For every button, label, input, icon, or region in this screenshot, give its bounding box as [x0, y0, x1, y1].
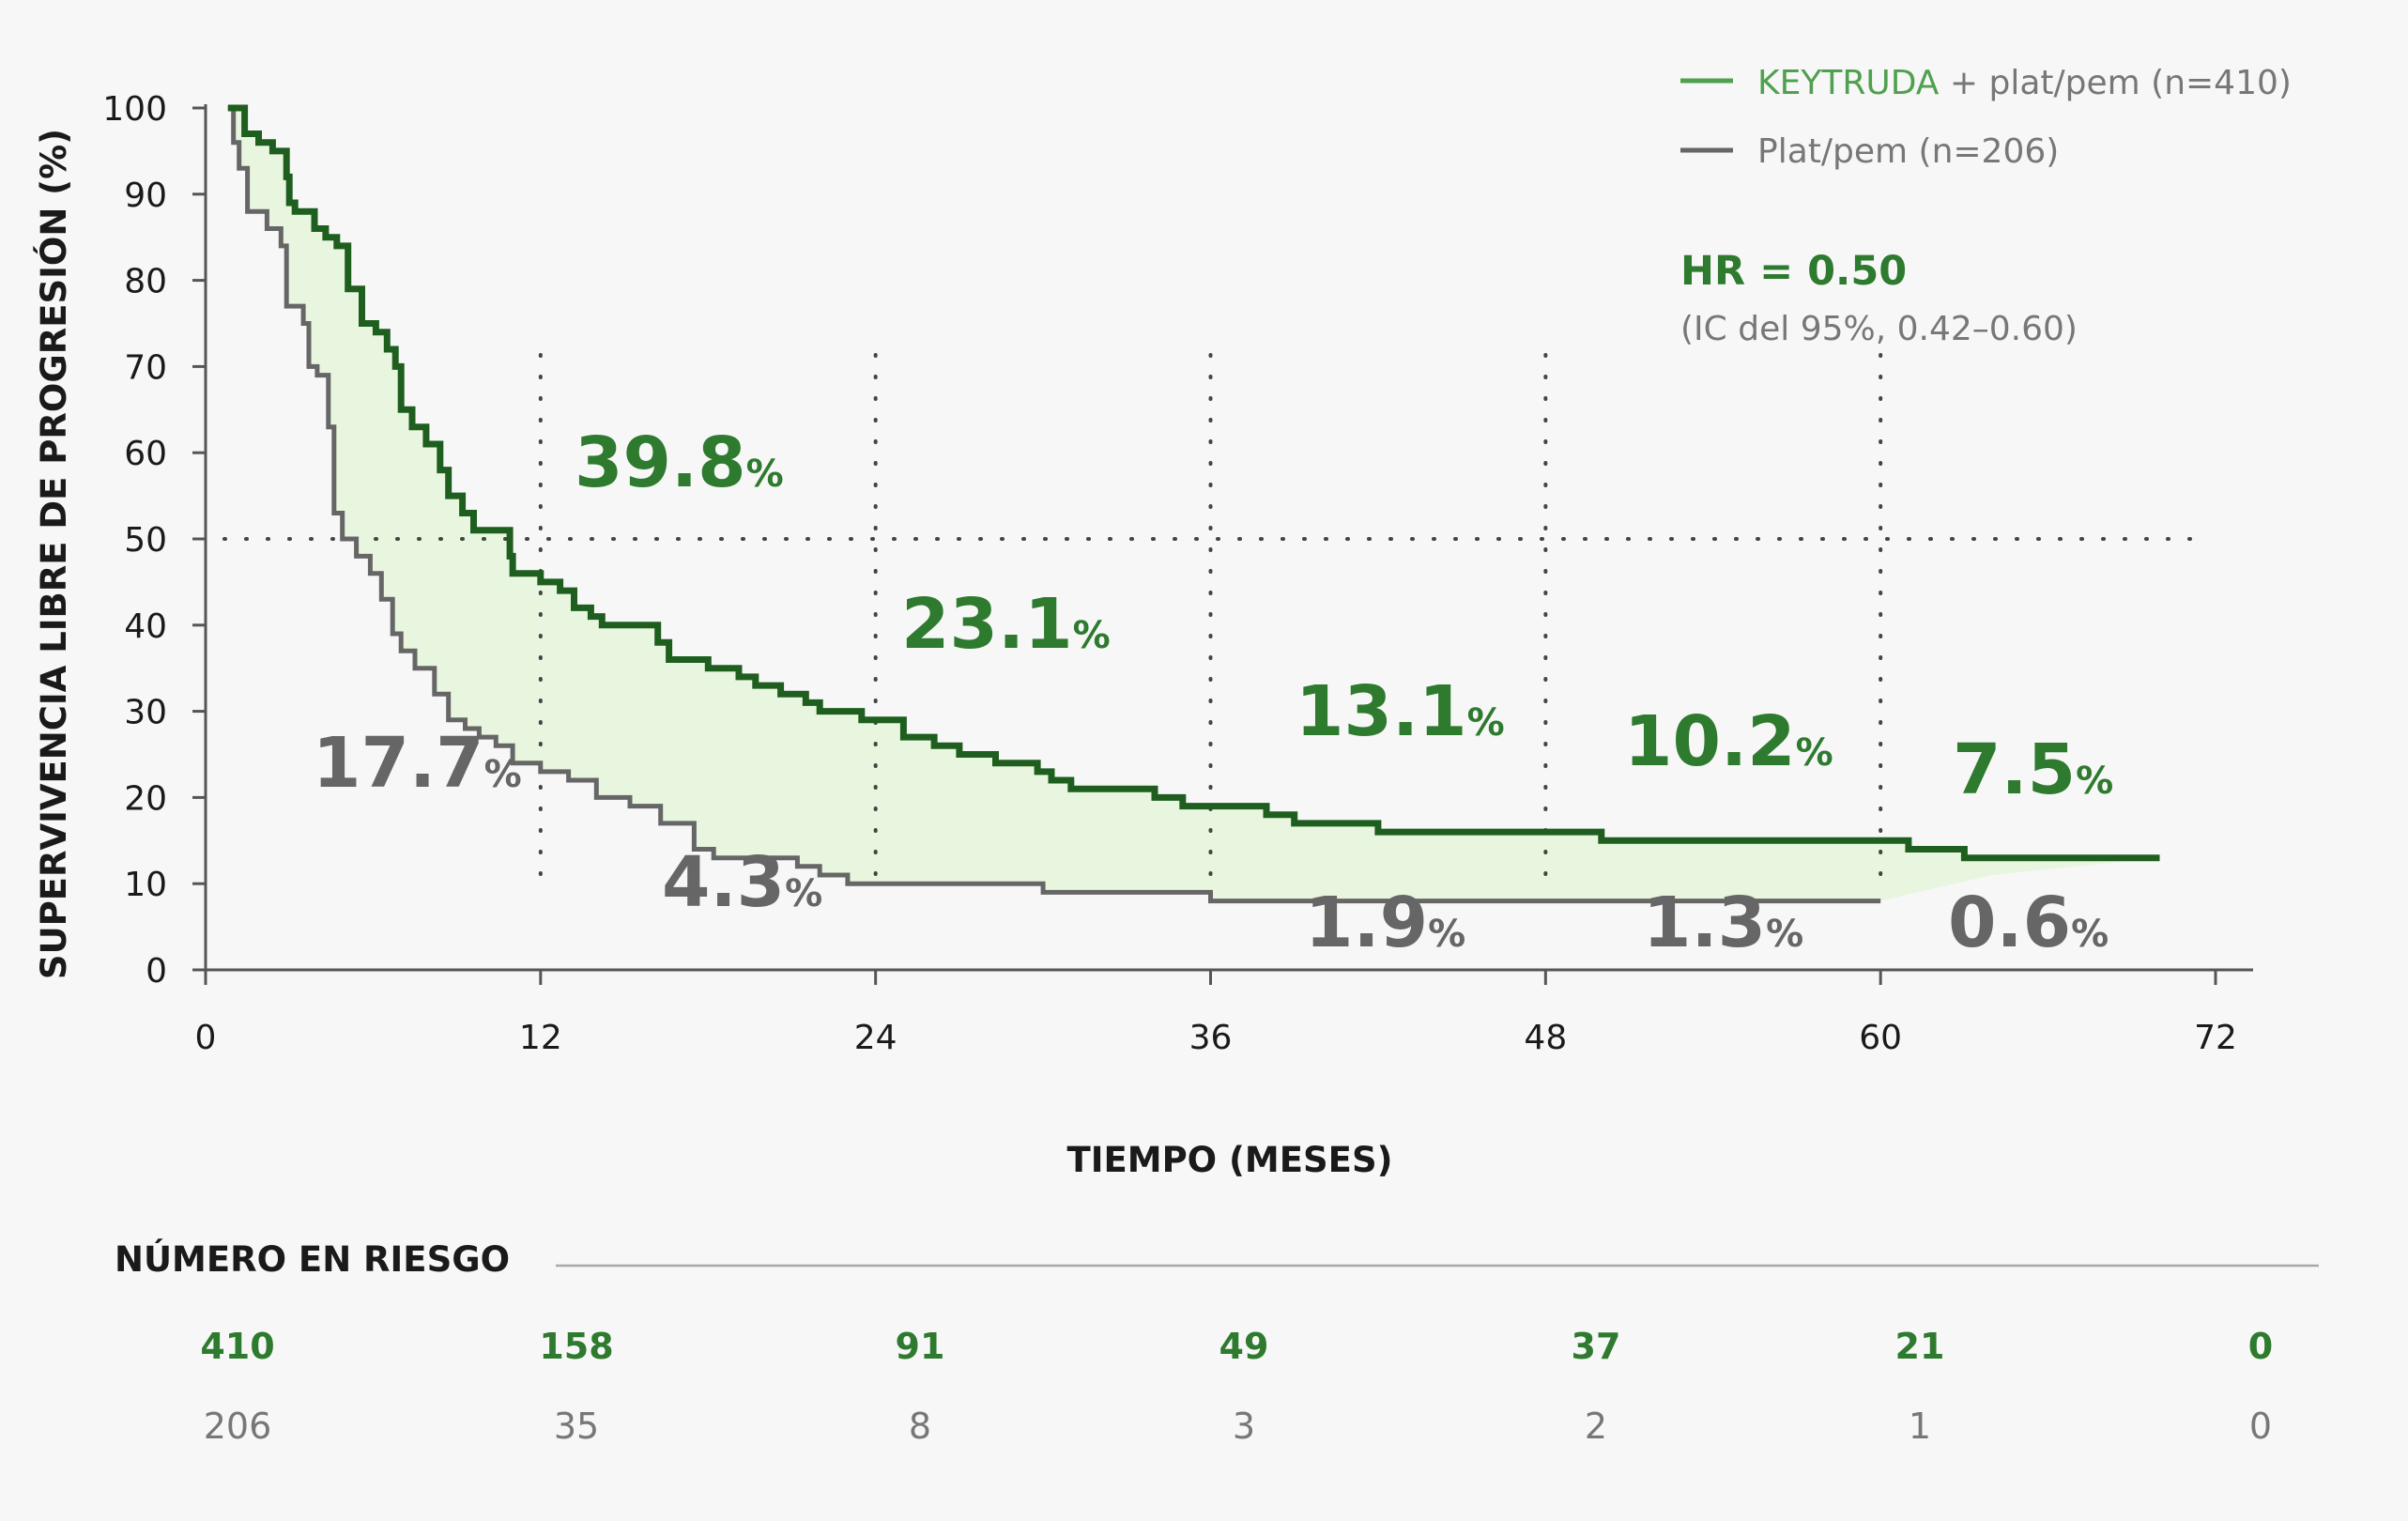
control-milestone-24-percent: %: [785, 872, 822, 915]
y-axis-title: SUPERVIVENCIA LIBRE DE PROGRESIÓN (%): [33, 129, 74, 979]
legend: KEYTRUDA + plat/pem (n=410) Plat/pem (n=…: [1680, 64, 2292, 171]
keytruda-milestone-48: 10.2%: [1624, 701, 1833, 782]
keytruda-milestone-36-percent: %: [1467, 701, 1505, 745]
keytruda-milestone-60-value: 7.5: [1953, 730, 2076, 810]
keytruda-milestone-48-percent: %: [1796, 731, 1833, 775]
benefit-shaded-area: [227, 108, 2160, 901]
risk-row-keytruda: 410 158 91 49 37 21 0: [200, 1326, 2273, 1367]
risk-keytruda-2: 91: [896, 1326, 945, 1367]
keytruda-survival-curve: [227, 104, 2160, 862]
axes: 0 10 20 30 40 50 60 70 80 90 100 0 12 24 36 48 60 72: [102, 90, 2253, 1057]
risk-keytruda-6: 0: [2248, 1326, 2273, 1367]
x-tick-label-0: 0: [195, 1019, 217, 1057]
y-tick-label-50: 50: [124, 521, 167, 560]
y-tick-label-40: 40: [124, 607, 167, 646]
y-tick-label-90: 90: [124, 177, 167, 215]
x-tick-label-60: 60: [1859, 1019, 1902, 1057]
control-milestone-24: 4.3%: [662, 842, 822, 923]
risk-keytruda-5: 21: [1895, 1326, 1945, 1367]
reference-lines: [222, 353, 2213, 884]
x-tick-label-48: 48: [1524, 1019, 1567, 1057]
keytruda-milestone-36: 13.1%: [1296, 671, 1505, 752]
keytruda-milestone-60-percent: %: [2076, 760, 2113, 803]
control-milestone-36-value: 1.9: [1305, 883, 1428, 963]
confidence-interval: (IC del 95%, 0.42–0.60): [1680, 310, 2078, 348]
control-milestone-48-value: 1.3: [1643, 883, 1766, 963]
legend-keytruda-name: KEYTRUDA: [1757, 64, 1940, 102]
risk-keytruda-0: 410: [200, 1326, 274, 1367]
control-milestone-36: 1.9%: [1305, 883, 1465, 963]
risk-table-title: NÚMERO EN RIESGO: [115, 1238, 510, 1280]
y-tick-label-60: 60: [124, 435, 167, 473]
keytruda-milestone-12-value: 39.8: [575, 422, 746, 503]
control-milestone-12-percent: %: [484, 753, 522, 796]
risk-control-5: 1: [1909, 1406, 1931, 1447]
y-tick-label-70: 70: [124, 348, 167, 387]
control-milestone-60-value: 0.6: [1948, 883, 2071, 963]
keytruda-milestone-12: 39.8%: [575, 422, 784, 503]
control-milestone-12-value: 17.7: [313, 723, 484, 804]
y-tick-label-10: 10: [124, 866, 167, 904]
x-tick-label-36: 36: [1189, 1019, 1233, 1057]
y-tick-label-100: 100: [102, 90, 167, 129]
risk-keytruda-3: 49: [1219, 1326, 1269, 1367]
control-milestone-60-percent: %: [2071, 913, 2109, 956]
y-tick-label-0: 0: [146, 952, 167, 991]
x-tick-label-72: 72: [2194, 1019, 2237, 1057]
y-tick-label-30: 30: [124, 694, 167, 732]
x-tick-label-12: 12: [519, 1019, 562, 1057]
control-milestone-48-percent: %: [1766, 913, 1803, 956]
risk-row-control: 206 35 8 3 2 1 0: [204, 1406, 2272, 1447]
x-tick-label-24: 24: [854, 1019, 897, 1057]
risk-keytruda-4: 37: [1572, 1326, 1621, 1367]
risk-keytruda-1: 158: [539, 1326, 613, 1367]
milestone-labels: 39.8%23.1%13.1% 10.2% 7.5%17.7%4.3% 1.9% 1.3…: [313, 422, 2113, 963]
hazard-ratio: HR = 0.50: [1680, 248, 1907, 295]
legend-control-label: Plat/pem (n=206): [1757, 132, 2059, 171]
legend-keytruda-label: KEYTRUDA + plat/pem (n=410): [1757, 64, 2292, 102]
control-milestone-12: 17.7%: [313, 723, 522, 804]
legend-keytruda-detail: + plat/pem (n=410): [1939, 64, 2292, 102]
risk-control-6: 0: [2249, 1406, 2272, 1447]
keytruda-milestone-24: 23.1%: [901, 584, 1111, 665]
keytruda-milestone-24-percent: %: [1073, 614, 1111, 657]
y-tick-label-80: 80: [124, 263, 167, 301]
risk-control-0: 206: [204, 1406, 272, 1447]
keytruda-milestone-48-value: 10.2: [1624, 701, 1796, 782]
control-milestone-48: 1.3%: [1643, 883, 1803, 963]
number-at-risk-table: NÚMERO EN RIESGO 410 158 91 49 37 21 0 206 35 8 3…: [115, 1238, 2319, 1447]
y-tick-label-20: 20: [124, 779, 167, 818]
risk-control-1: 35: [554, 1406, 599, 1447]
keytruda-milestone-36-value: 13.1: [1296, 671, 1467, 752]
risk-control-3: 3: [1233, 1406, 1255, 1447]
control-milestone-36-percent: %: [1428, 913, 1465, 956]
keytruda-milestone-60: 7.5%: [1953, 730, 2113, 810]
control-milestone-60: 0.6%: [1948, 883, 2109, 963]
x-axis-title: TIEMPO (MESES): [1066, 1140, 1392, 1180]
risk-control-2: 8: [909, 1406, 931, 1447]
keytruda-milestone-12-percent: %: [746, 453, 784, 496]
keytruda-milestone-24-value: 23.1: [901, 584, 1073, 665]
control-survival-curve: [227, 105, 1881, 904]
risk-control-4: 2: [1585, 1406, 1607, 1447]
control-milestone-24-value: 4.3: [662, 842, 785, 923]
